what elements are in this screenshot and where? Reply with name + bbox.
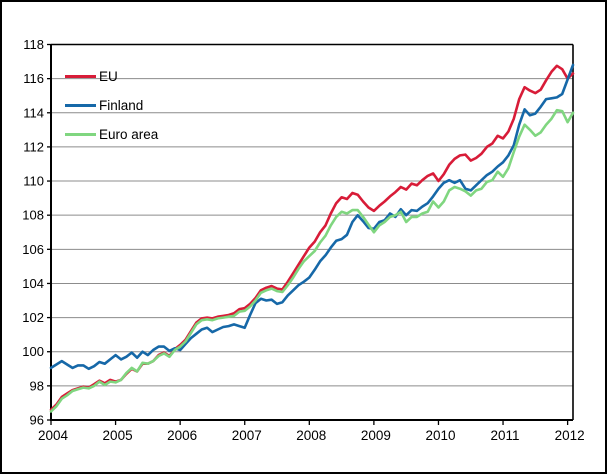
x-tick-label: 2007	[232, 428, 262, 443]
legend-item-euro-area: Euro area	[65, 120, 158, 149]
x-tick-label: 2006	[167, 428, 197, 443]
x-tick-label: 2005	[103, 428, 133, 443]
legend-item-eu: EU	[65, 62, 158, 91]
y-tick-label: 98	[30, 378, 44, 393]
y-tick-label: 100	[22, 344, 44, 359]
legend-label-euro-area: Euro area	[99, 126, 159, 142]
x-tick-label: 2008	[296, 428, 326, 443]
legend-label-finland: Finland	[99, 97, 144, 113]
euro-area-line	[49, 108, 575, 413]
y-tick-label: 106	[22, 242, 44, 257]
legend-item-finland: Finland	[65, 91, 158, 120]
x-tick-label: 2011	[491, 428, 520, 443]
euro-area-line-swatch	[65, 133, 96, 136]
legend: EU Finland Euro area	[65, 62, 158, 149]
y-tick-label: 114	[23, 105, 44, 120]
y-tick-label: 104	[22, 276, 44, 291]
x-tick-label: 2009	[361, 428, 391, 443]
legend-label-eu: EU	[99, 68, 118, 84]
y-tick-label: 116	[23, 71, 44, 86]
y-tick-label: 96	[30, 413, 44, 428]
y-tick-label: 112	[23, 139, 44, 154]
x-tick-label: 2004	[38, 428, 69, 443]
finland-line-swatch	[65, 104, 96, 107]
y-tick-label: 110	[23, 174, 44, 189]
x-tick-label: 2010	[425, 428, 455, 443]
y-tick-label: 118	[23, 37, 44, 52]
eu-line-swatch	[65, 75, 96, 78]
y-tick-label: 108	[22, 208, 44, 223]
x-tick-label: 2012	[555, 428, 585, 443]
y-tick-label: 102	[22, 310, 44, 325]
finland-line	[49, 63, 575, 371]
